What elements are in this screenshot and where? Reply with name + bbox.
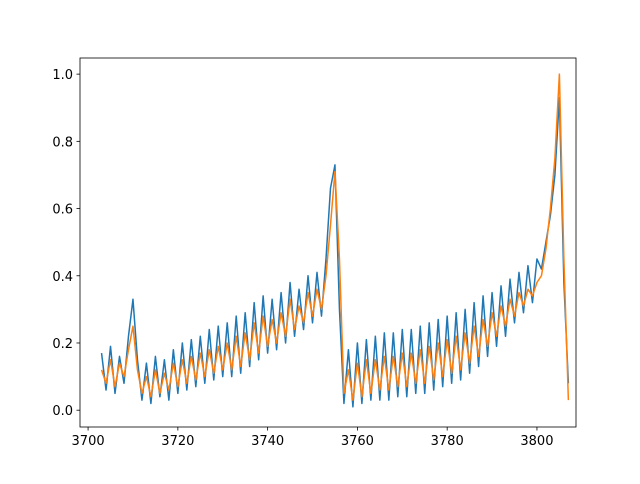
- x-tick-label: 3780: [431, 434, 464, 449]
- y-tick-label: 0.6: [52, 203, 73, 218]
- x-tick-label: 3740: [251, 434, 284, 449]
- line-series: [100, 73, 570, 401]
- y-tick-label: 0.2: [52, 337, 73, 352]
- y-tick-label: 0.4: [52, 270, 73, 285]
- y-tick-label: 0.8: [52, 135, 73, 150]
- plot-frame: [79, 57, 577, 428]
- y-tick-label: 1.0: [52, 68, 73, 83]
- x-tick-label: 3720: [161, 434, 194, 449]
- x-tick-label: 3700: [72, 434, 105, 449]
- y-tick-label: 0.0: [52, 404, 73, 419]
- x-tick-label: 3800: [520, 434, 553, 449]
- x-tick-label: 3760: [341, 434, 374, 449]
